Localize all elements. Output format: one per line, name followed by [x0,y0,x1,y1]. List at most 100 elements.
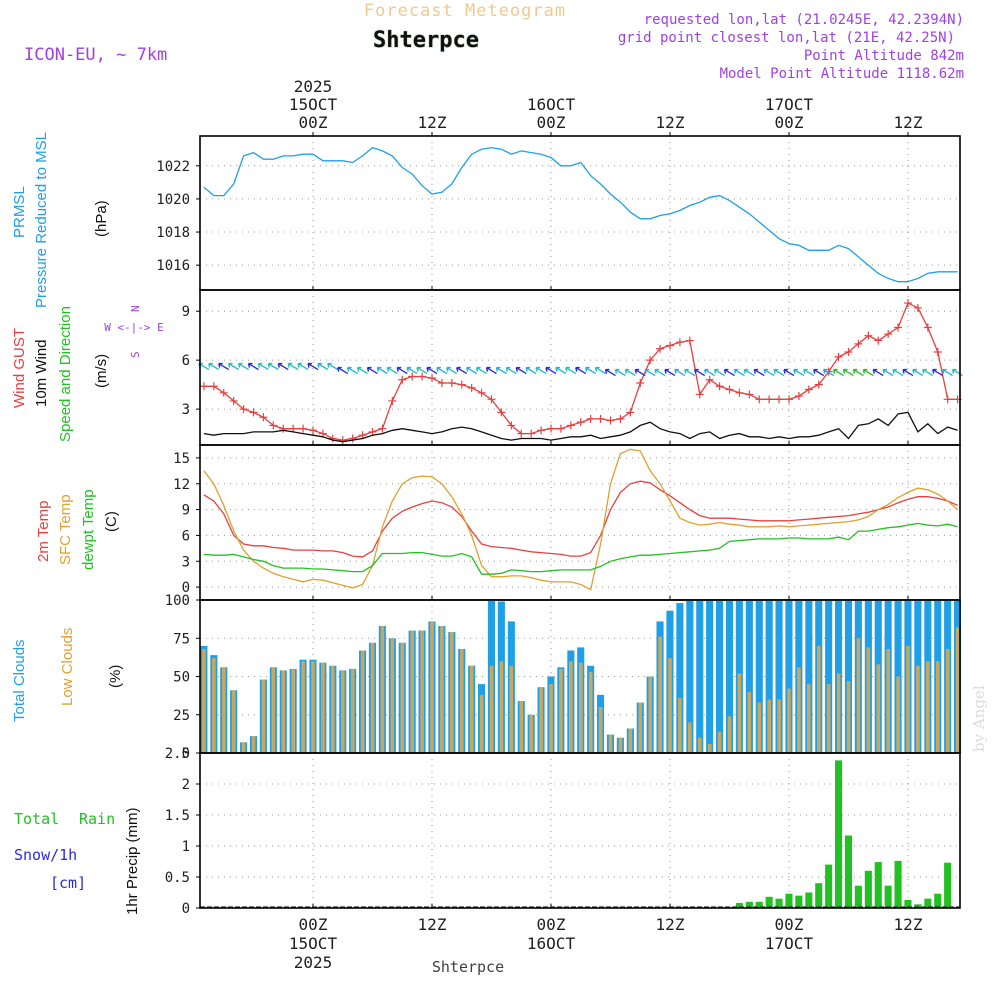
low-cloud-bar [588,671,593,753]
gust-marker [814,380,823,389]
y-tick-label: 25 [173,708,190,724]
low-cloud-bar [836,673,841,753]
low-cloud-bar [658,636,662,753]
wind-arrow [753,368,765,377]
low-cloud-bar [539,687,543,753]
low-cloud-bar [281,670,286,753]
total-cloud-bar [844,600,852,753]
wind-arrow [277,362,289,371]
wind-arrow [733,368,745,377]
wind-arrow [317,362,329,371]
low-cloud-bar [222,667,226,753]
bottom-tick-label: 2025 [294,953,333,972]
rain-bar [914,904,922,908]
low-cloud-bar [430,621,434,753]
wind-arrow [822,368,835,377]
total-cloud-bar [716,600,724,753]
low-cloud-bar [460,649,464,753]
low-cloud-bar [707,743,712,753]
wind-arrow [396,366,408,375]
low-cloud-bar [777,699,781,753]
low-cloud-bar [866,647,871,753]
temperature-panel: 0 3 6 9 12 15 [173,444,961,601]
precip-label-axis: 1hr Precip (mm) [124,807,141,915]
wind-arrow [743,368,755,377]
wind-arrow [773,368,785,377]
gust-marker [428,374,436,383]
y-tick-label: 0 [182,580,190,596]
gust-marker [854,339,863,348]
low-cloud-bar [817,645,821,753]
info-line-3: Point Altitude 842m [804,48,964,64]
y-tick-label: 0 [182,746,190,762]
low-cloud-bar [717,731,722,753]
rain-bar [854,885,862,908]
gust-marker [834,352,843,361]
top-tick-label: 12Z [656,113,685,132]
y-tick-label: 6 [182,528,190,544]
total-cloud-bar [725,600,733,753]
low-cloud-bar [876,664,881,753]
total-cloud-bar [745,600,753,753]
gust-marker [656,344,665,353]
gust-marker [477,388,486,397]
gust-marker [785,395,793,404]
gust-marker [844,348,853,356]
low-cloud-bar [747,691,752,753]
y-tick-label: 1.5 [165,808,190,824]
wind-arrow [882,368,894,377]
precip-label-snow: Snow/1h [14,846,77,864]
low-cloud-bar [569,661,573,753]
low-cloud-bar [469,665,474,753]
compass-we: W <-|-> E [104,321,164,334]
rain-bar [765,896,773,908]
gust-marker [705,375,714,384]
gust-marker [894,323,903,332]
wind-arrow [644,368,656,377]
low-cloud-bar [648,676,652,753]
low-cloud-bar [936,661,940,753]
wind-arrow [247,362,259,371]
wind-arrow [813,368,825,377]
wind-arrow [594,366,606,375]
low-cloud-bar [440,626,444,753]
2m-temp-line [203,480,958,558]
gust-marker [338,436,347,445]
gust-marker [547,424,555,433]
wind-panel: 3 6 9 [182,289,963,446]
gust-marker [715,382,724,391]
gust-marker [348,434,357,443]
rain-bar [835,760,843,908]
low-cloud-bar [787,688,791,753]
rain-bar [924,898,932,908]
low-cloud-bar [757,702,762,753]
wind-arrow [257,362,269,371]
wind-arrow [436,366,448,375]
wind-arrow [932,368,944,377]
low-cloud-bar [311,661,315,753]
y-tick-label: 3 [182,402,190,418]
y-tick-label: 9 [182,304,190,320]
gust-marker [616,414,625,423]
gust-marker [517,429,526,438]
wind-arrow [337,366,349,375]
pressure-label-name: Pressure Reduced to MSL [33,132,50,308]
place-title: Shterpce [373,28,479,53]
gust-marker [487,395,496,404]
gust-marker [695,390,704,399]
info-line-4: Model Point Altitude 1118.62m [720,66,964,82]
low-cloud-bar [231,690,236,753]
low-cloud-bar [826,684,831,753]
wind-arrow [793,368,805,377]
wind-arrow [327,362,339,371]
wind-arrow [208,362,220,371]
low-cloud-bar [678,697,682,753]
gust-marker [666,341,674,350]
y-tick-label: 2.5 [165,746,190,762]
low-cloud-bar [489,665,494,753]
rain-bar [805,892,813,908]
gust-marker [725,385,734,394]
wind-label-10m: 10m Wind [33,339,50,407]
low-cloud-bar [350,668,355,753]
